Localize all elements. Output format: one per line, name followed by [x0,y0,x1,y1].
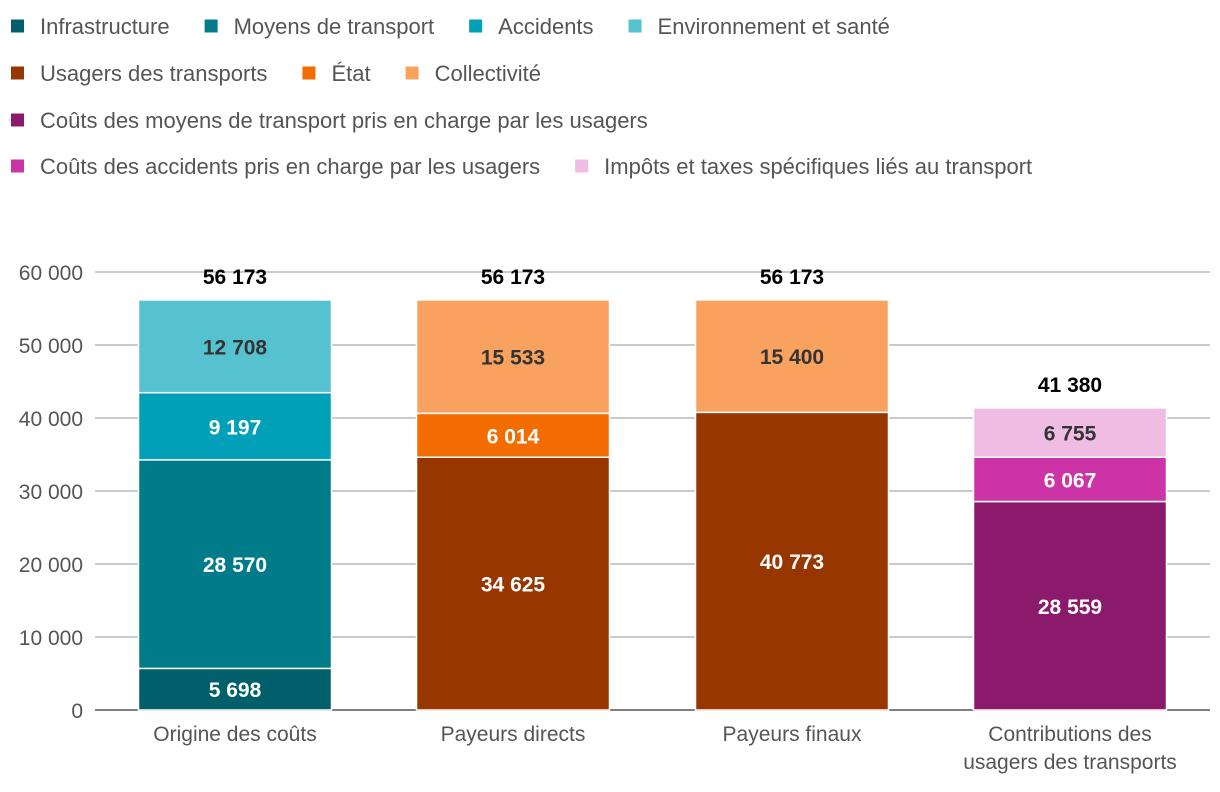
bar-segment-usagers-des-transports [415,456,611,711]
total-label: 41 380 [1038,374,1102,397]
x-category-label: Contributions des [988,723,1151,746]
bar-segment-collectivite [415,299,611,415]
bar-segment-couts-des-moyens-de-transport-pris-en-charge-par-les-usagers [972,500,1168,711]
legend-swatch [302,66,316,80]
legend-swatch [204,19,218,33]
legend-swatch [469,19,483,33]
legend-item-couts-des-moyens-de-transport-pris-en-charge-par-les-usagers: Coûts des moyens de transport pris en ch… [11,108,648,133]
data-label: 34 625 [481,574,546,597]
bar-payeurs-finaux: 40 773 15 400 56 173 [694,266,890,711]
legend-label: État [331,61,370,86]
data-label: 6 014 [487,425,540,448]
y-tick-label: 60 000 [19,262,83,285]
legend-item-collectivite: Collectivité [405,61,541,86]
x-category-label: Payeurs finaux [723,723,862,746]
legend-label: Moyens de transport [234,14,435,39]
legend-swatch [628,19,642,33]
legend-item-usagers-des-transports: Usagers des transports [11,61,267,86]
bar-segment-usagers-des-transports [694,411,890,711]
x-category-label: Payeurs directs [441,723,586,746]
y-tick-label: 0 [71,700,83,723]
y-tick-label: 10 000 [19,627,83,650]
legend-item-infrastructure: Infrastructure [11,14,170,39]
total-label: 56 173 [203,266,267,289]
bars: 5 698 28 570 9 197 12 708 56 173 34 625 6 014 1… [137,266,1168,711]
data-label: 28 570 [203,554,267,577]
legend-item-couts-des-accidents-pris-en-charge-par-les-usagers: Coûts des accidents pris en charge par l… [11,154,540,179]
legend-label: Coûts des moyens de transport pris en ch… [40,108,648,133]
y-axis-tick-labels: 0 10 000 20 000 30 000 40 000 50 000 60 000 [19,262,83,723]
bar-segment-couts-des-accidents-pris-en-charge-par-les-usagers [972,456,1168,503]
legend-item-etat: État [302,61,371,86]
x-category-label: Origine des coûts [153,723,316,746]
data-label: 15 533 [481,347,545,370]
legend-label: Infrastructure [40,14,170,39]
legend-label: Usagers des transports [40,61,267,86]
bar-contributions-des-usagers-des-transports: 28 559 6 067 6 755 41 380 [972,374,1168,711]
total-label: 56 173 [760,266,824,289]
y-tick-label: 40 000 [19,408,83,431]
legend-item-environnement-et-sante: Environnement et santé [628,14,890,39]
legend-swatch [11,113,24,127]
data-label: 12 708 [203,336,268,359]
legend-swatch [11,159,24,173]
data-label: 15 400 [760,346,824,369]
bar-segment-moyens-de-transport [137,459,333,670]
y-tick-label: 50 000 [19,335,83,358]
data-label: 9 197 [209,416,262,439]
legend-item-accidents: Accidents [469,14,594,39]
legend-swatch [405,66,419,80]
legend-label: Impôts et taxes spécifiques liés au tran… [604,154,1032,179]
bar-segment-infrastructure [137,667,333,711]
legend-item-moyens-de-transport: Moyens de transport [204,14,435,39]
legend-label: Accidents [498,14,593,39]
data-label: 5 698 [209,679,262,702]
x-category-label: usagers des transports [963,751,1177,774]
total-label: 56 173 [481,266,545,289]
y-tick-label: 20 000 [19,554,83,577]
bar-segment-collectivite [694,299,890,414]
data-label: 40 773 [760,551,824,574]
bar-segment-accidents [137,391,333,461]
legend-swatch [11,19,24,33]
bar-segment-impots-et-taxes-specifiques-lies-au-transport [972,407,1168,458]
data-label: 28 559 [1038,596,1102,619]
legend: Infrastructure Moyens de transport Acciden… [11,14,1032,179]
bar-segment-etat [415,412,611,458]
legend-swatch [11,66,24,80]
bar-origine-des-couts: 5 698 28 570 9 197 12 708 56 173 [137,266,333,711]
x-axis-category-labels: Origine des coûts Payeurs directs Payeurs … [153,723,1177,774]
legend-label: Collectivité [435,61,541,86]
y-tick-label: 30 000 [19,481,83,504]
bar-payeurs-directs: 34 625 6 014 15 533 56 173 [415,266,611,711]
data-label: 6 755 [1044,423,1097,446]
data-label: 6 067 [1044,469,1097,492]
legend-label: Coûts des accidents pris en charge par l… [40,154,540,179]
bar-segment-environnement-et-sante [137,299,333,394]
legend-label: Environnement et santé [658,14,890,39]
legend-swatch [575,159,589,173]
legend-item-impots-et-taxes-specifiques-lies-au-transport: Impôts et taxes spécifiques liés au tran… [575,154,1032,179]
